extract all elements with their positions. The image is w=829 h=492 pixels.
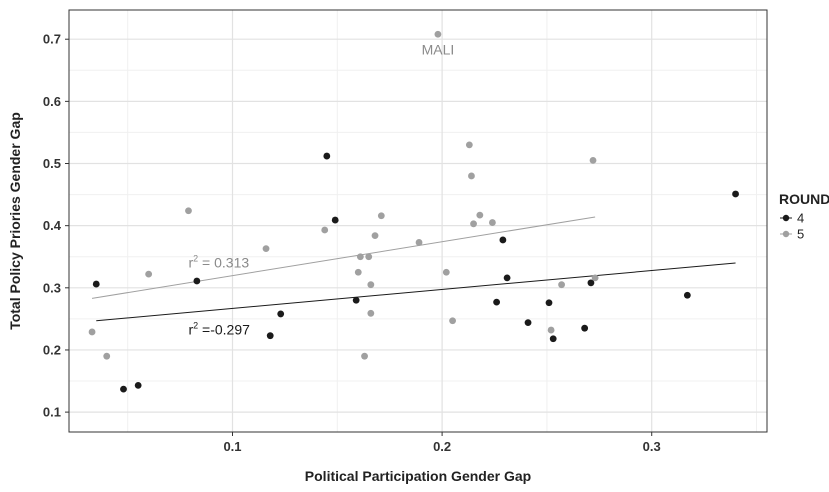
point-round-5 [361,352,368,360]
y-tick-label: 0.5 [43,156,61,171]
point-round-4 [587,279,595,287]
point-round-4 [524,319,532,327]
point-round-5 [356,253,364,261]
legend: ROUND 45 [779,191,829,242]
point-round-4 [493,298,501,306]
point-round-5 [367,281,375,289]
point-round-5 [434,30,442,38]
point-round-5 [365,253,373,261]
point-round-5 [145,270,153,278]
point-round-4 [499,236,507,244]
point-round-4 [352,296,360,304]
point-round-5 [262,245,270,253]
x-tick-label: 0.3 [643,439,661,454]
x-axis-title: Political Participation Gender Gap [305,468,531,484]
point-round-5 [476,211,484,219]
y-tick-label: 0.7 [43,32,61,47]
point-round-5 [449,317,456,325]
legend-label-5: 5 [797,227,804,242]
point-round-4 [581,324,589,332]
y-axis-title: Total Policy Priories Gender Gap [7,112,23,330]
legend-label-4: 4 [797,211,804,226]
data-points [88,30,739,393]
trend-line-round-4 [96,262,736,322]
point-round-4 [545,299,553,307]
y-tick-label: 0.3 [43,280,61,295]
trend-line-round-5 [91,216,596,299]
y-tick-label: 0.4 [43,218,62,233]
point-round-5 [558,281,565,289]
legend-key-point-4 [782,214,790,222]
point-round-4 [549,335,557,343]
legend-title: ROUND [779,191,829,207]
point-round-4 [323,152,331,160]
point-round-4 [134,381,142,389]
point-round-4 [331,216,339,224]
y-tick-label: 0.1 [43,405,61,420]
point-round-5 [185,207,192,215]
axes: 0.1 0.2 0.3 0.1 0.2 0.3 0.4 0.5 0.6 0.7 [43,32,661,454]
point-round-4 [732,190,739,198]
legend-key-point-5 [782,230,790,238]
x-tick-label: 0.1 [223,439,241,454]
point-round-4 [683,291,691,299]
point-round-5 [589,157,597,164]
point-round-4 [120,385,127,393]
point-round-5 [377,212,385,220]
annotation-1: r2 = 0.313 [188,253,249,270]
point-round-5 [470,220,477,228]
annotation-2: r2 =-0.297 [188,320,250,337]
point-round-4 [503,274,511,282]
grid-lines [69,10,767,432]
point-round-5 [489,219,496,226]
point-round-5 [321,226,329,234]
point-round-5 [465,141,473,149]
point-round-5 [88,328,96,336]
point-round-5 [468,172,475,180]
point-round-5 [415,239,423,246]
y-tick-label: 0.6 [43,94,61,109]
annotation-0: MALI [422,42,455,58]
point-round-5 [103,352,111,360]
y-tick-label: 0.2 [43,342,61,357]
annotations: MALI r2 = 0.313 r2 =-0.297 [188,42,454,338]
point-round-5 [367,309,375,317]
plot-panel-border [68,9,768,433]
point-round-4 [277,310,285,318]
point-round-5 [547,326,555,334]
point-round-5 [354,268,362,276]
point-round-5 [442,268,450,276]
point-round-4 [92,280,100,288]
point-round-5 [371,232,379,240]
x-tick-label: 0.2 [433,439,451,454]
point-round-4 [193,277,201,285]
point-round-4 [266,332,274,340]
point-round-5 [591,274,599,282]
trend-lines [91,216,736,322]
